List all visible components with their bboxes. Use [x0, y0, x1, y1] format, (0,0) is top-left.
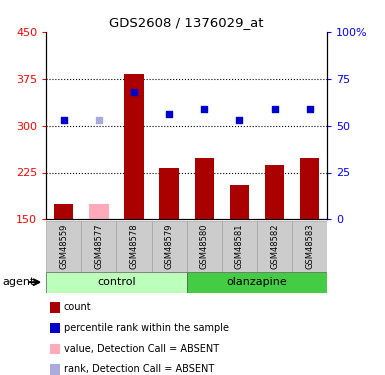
Point [201, 106, 208, 112]
Bar [124, 74, 144, 219]
Bar [292, 221, 327, 272]
Bar [187, 272, 327, 292]
Point [166, 111, 172, 117]
Text: GSM48577: GSM48577 [94, 224, 104, 269]
Bar [187, 221, 222, 272]
Point [61, 117, 67, 123]
Text: rank, Detection Call = ABSENT: rank, Detection Call = ABSENT [64, 364, 214, 374]
Text: GSM48578: GSM48578 [129, 224, 139, 269]
Bar [265, 165, 284, 219]
Text: control: control [97, 277, 136, 287]
Bar [89, 204, 109, 219]
Text: GSM48559: GSM48559 [59, 224, 68, 269]
Bar [81, 221, 116, 272]
Bar [257, 221, 292, 272]
Text: value, Detection Call = ABSENT: value, Detection Call = ABSENT [64, 344, 219, 354]
Text: GSM48579: GSM48579 [165, 224, 174, 269]
Point [236, 117, 243, 123]
Bar [46, 221, 81, 272]
Text: GSM48582: GSM48582 [270, 224, 279, 269]
Text: agent: agent [2, 277, 34, 287]
Bar [230, 185, 249, 219]
Point [96, 117, 102, 123]
Text: percentile rank within the sample: percentile rank within the sample [64, 323, 229, 333]
Bar [159, 168, 179, 219]
Bar [46, 272, 187, 292]
Bar [152, 221, 187, 272]
Bar [195, 158, 214, 219]
Text: GSM48580: GSM48580 [200, 224, 209, 269]
Title: GDS2608 / 1376029_at: GDS2608 / 1376029_at [109, 16, 264, 29]
Bar [116, 221, 152, 272]
Point [271, 106, 278, 112]
Text: olanzapine: olanzapine [227, 277, 287, 287]
Text: GSM48581: GSM48581 [235, 224, 244, 269]
Bar [222, 221, 257, 272]
Bar [300, 158, 319, 219]
Point [306, 106, 313, 112]
Point [131, 89, 137, 95]
Text: count: count [64, 303, 91, 312]
Bar [54, 204, 74, 219]
Text: GSM48583: GSM48583 [305, 224, 314, 269]
